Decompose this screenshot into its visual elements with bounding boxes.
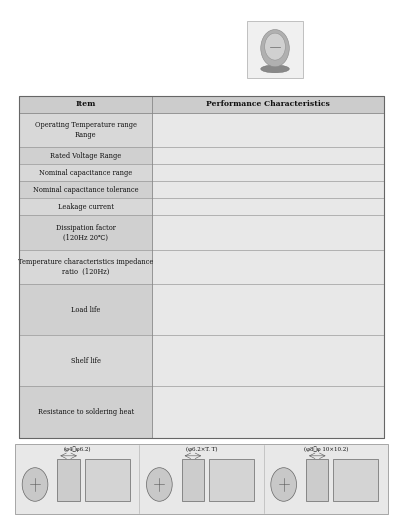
- Bar: [209, 459, 254, 501]
- Text: Nominal capacitance tolerance: Nominal capacitance tolerance: [33, 186, 138, 194]
- Bar: [247, 21, 303, 78]
- Ellipse shape: [261, 65, 289, 73]
- Bar: [333, 459, 378, 501]
- Bar: [19, 250, 152, 284]
- Text: Resistance to soldering heat: Resistance to soldering heat: [38, 408, 134, 416]
- Text: Temperature characteristics impedance
ratio  (120Hz): Temperature characteristics impedance ra…: [18, 258, 154, 276]
- Text: Rated Voltage Range: Rated Voltage Range: [50, 152, 121, 160]
- Bar: [182, 459, 204, 501]
- Text: (φ6.2×T. T): (φ6.2×T. T): [186, 447, 217, 452]
- Bar: [19, 386, 152, 438]
- Text: Nominal capacitance range: Nominal capacitance range: [39, 169, 132, 177]
- Circle shape: [261, 30, 289, 67]
- Text: Dissipation factor
(120Hz 20℃): Dissipation factor (120Hz 20℃): [56, 224, 116, 241]
- Text: Leakage current: Leakage current: [58, 203, 114, 211]
- Text: (φ4～φ6.2): (φ4～φ6.2): [64, 447, 91, 452]
- Bar: [19, 335, 152, 386]
- Bar: [85, 459, 130, 501]
- Bar: [19, 147, 152, 164]
- Bar: [19, 96, 384, 438]
- Bar: [19, 198, 152, 215]
- Bar: [58, 459, 80, 501]
- Bar: [15, 444, 388, 514]
- Bar: [19, 164, 152, 181]
- Bar: [19, 284, 152, 335]
- Text: Item: Item: [76, 100, 96, 108]
- Bar: [19, 215, 152, 250]
- Bar: [152, 96, 384, 438]
- Text: Shelf life: Shelf life: [71, 357, 101, 365]
- Text: (φ8～φ 10×10.2): (φ8～φ 10×10.2): [304, 447, 348, 452]
- Bar: [19, 181, 152, 198]
- Circle shape: [146, 468, 172, 501]
- Bar: [19, 113, 152, 147]
- Text: Load life: Load life: [71, 306, 100, 313]
- Text: Performance Characteristics: Performance Characteristics: [206, 100, 330, 108]
- Bar: [306, 459, 328, 501]
- Bar: [19, 96, 384, 438]
- Text: Operating Temperature range
Range: Operating Temperature range Range: [35, 121, 137, 139]
- Circle shape: [265, 33, 285, 60]
- Circle shape: [271, 468, 296, 501]
- Circle shape: [22, 468, 48, 501]
- Bar: [19, 96, 384, 113]
